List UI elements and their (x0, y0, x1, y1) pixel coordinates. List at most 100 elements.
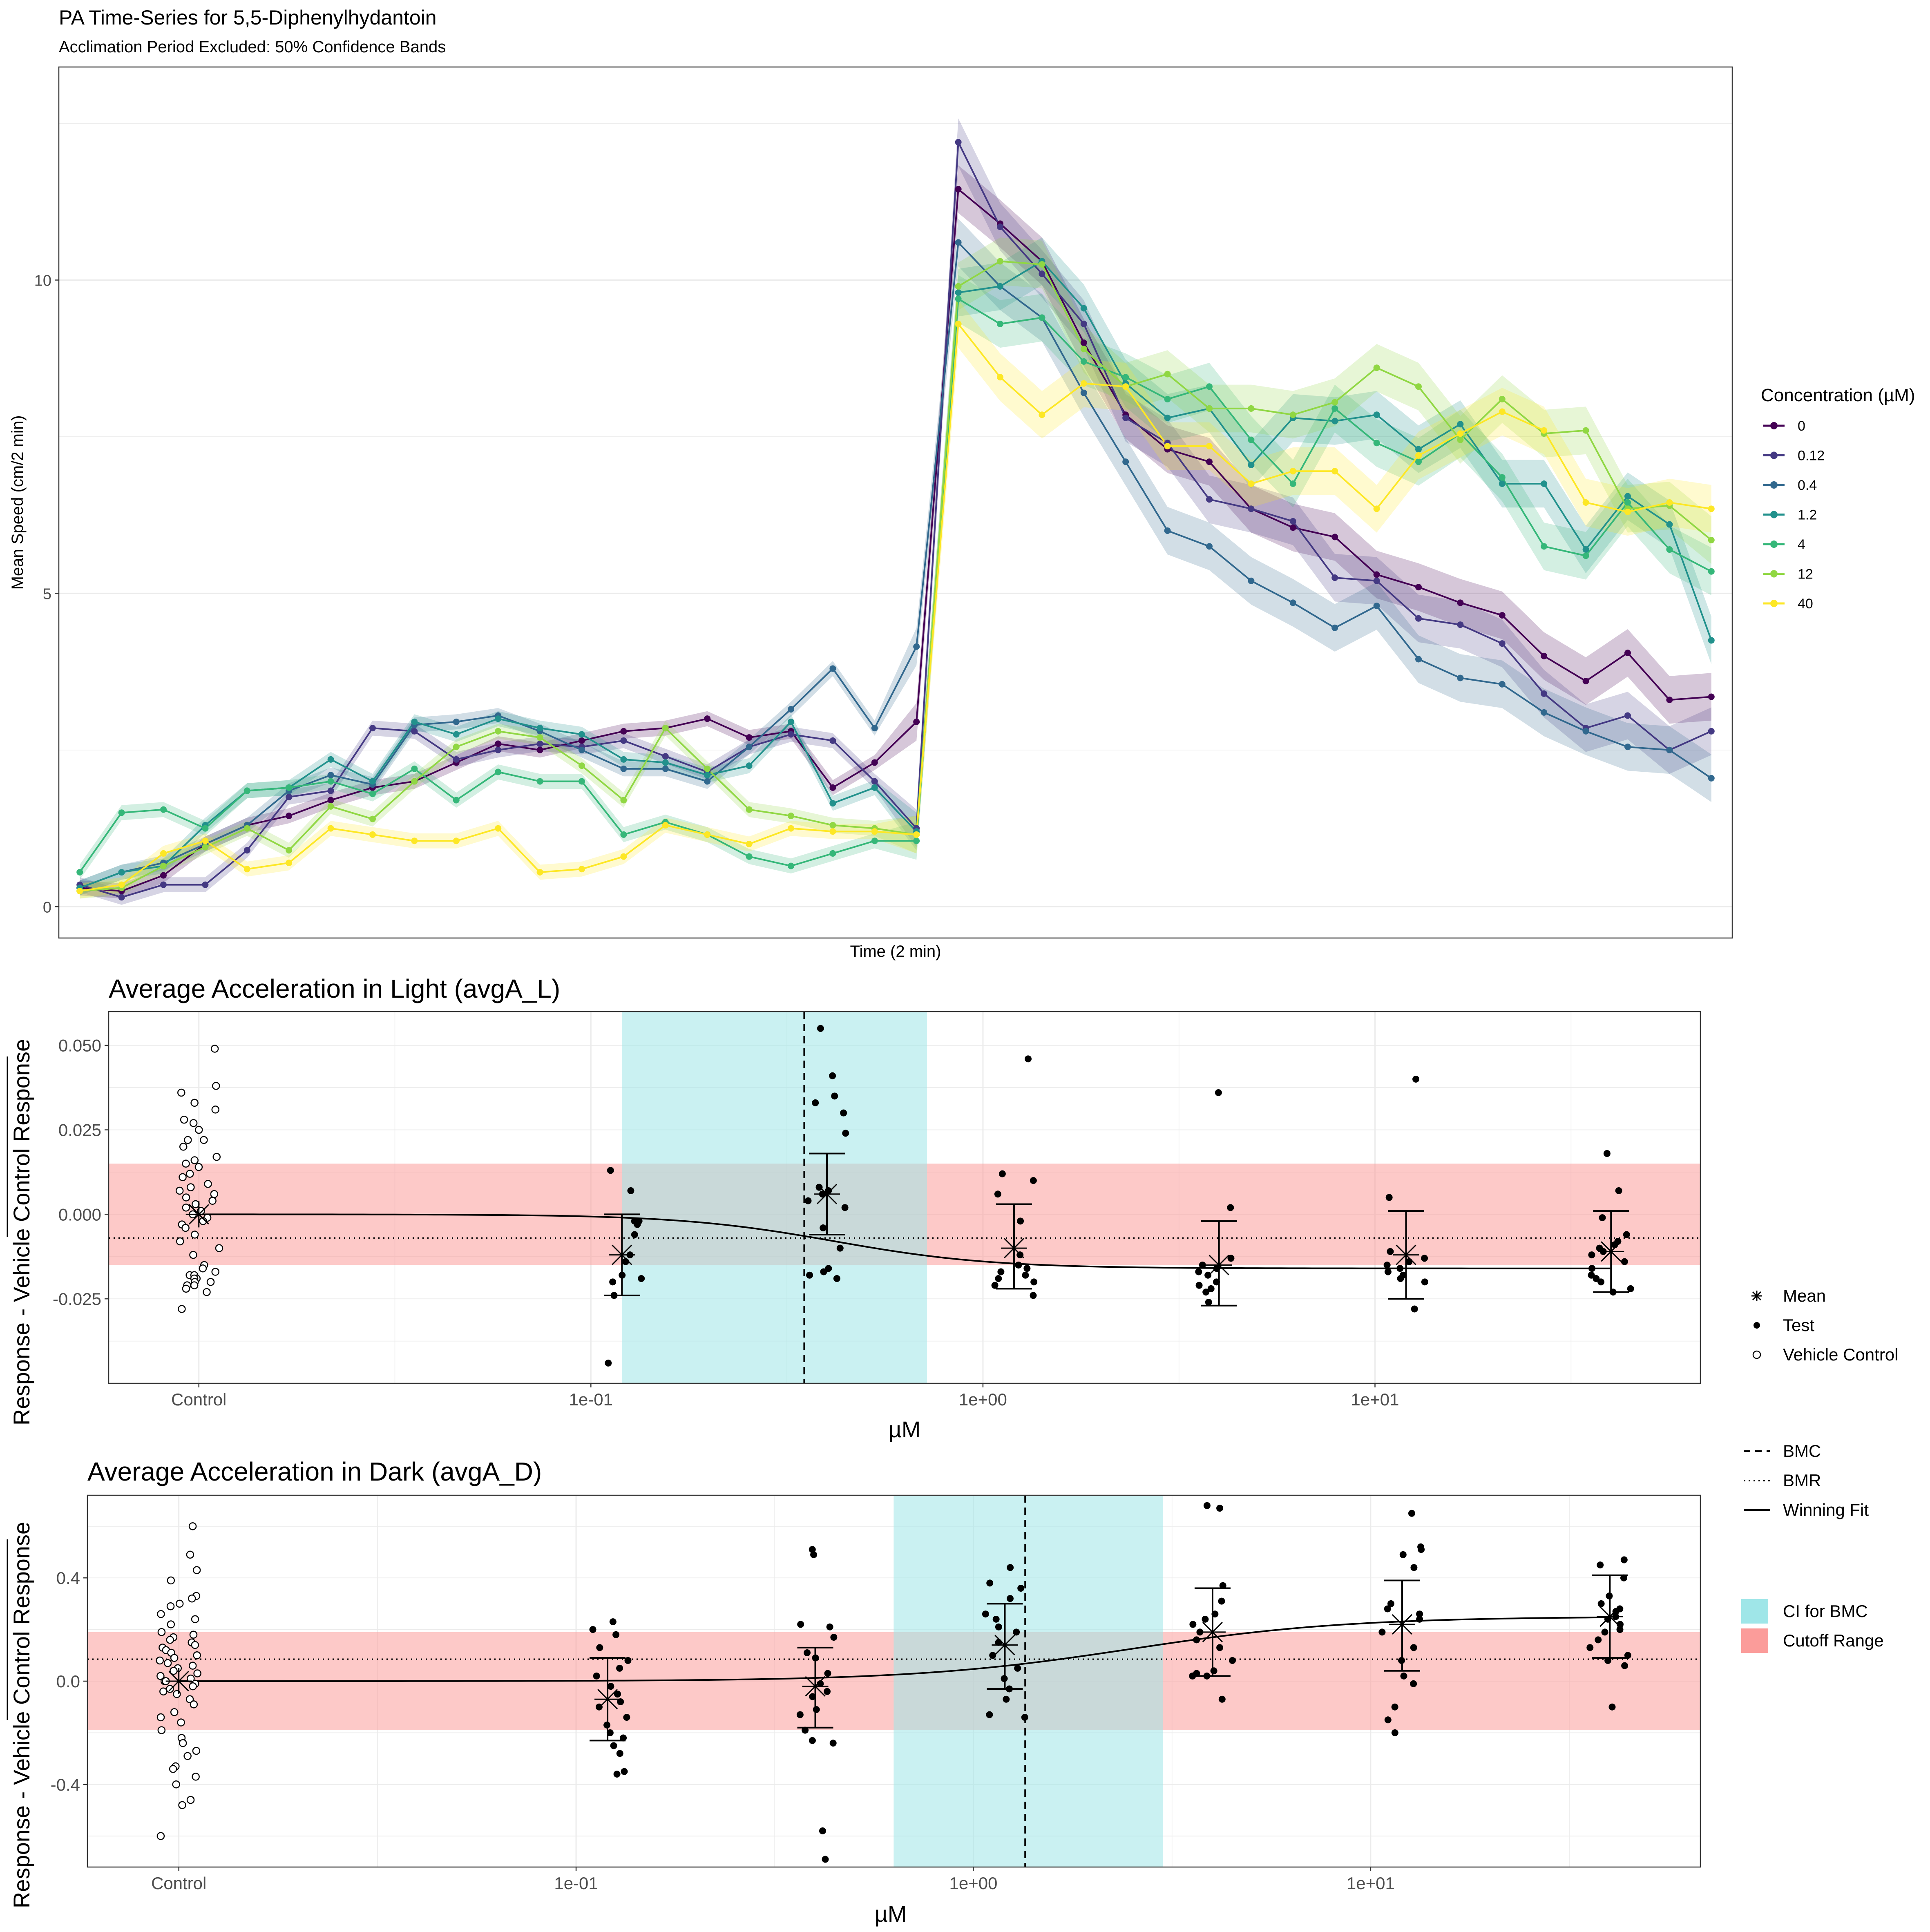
series-point-1.2 (955, 289, 962, 296)
dark-x-axis-label: µM (875, 1901, 907, 1927)
series-point-4 (620, 831, 627, 838)
timeseries-panel: PA Time-Series for 5,5-Diphenylhydantoin… (9, 6, 1915, 960)
series-point-40 (871, 828, 878, 835)
p2-test-point (1599, 1214, 1606, 1222)
p2-mean-marker (609, 1242, 635, 1268)
series-point-0 (1331, 534, 1338, 541)
series-point-1.2 (1080, 305, 1087, 312)
p2-test-point (1227, 1204, 1234, 1211)
series-point-0.4 (579, 746, 585, 753)
p3-vehicle-control-point (187, 1674, 195, 1683)
p3-test-point (1620, 1574, 1627, 1581)
series-point-0.4 (1164, 527, 1171, 534)
p3-test-point (826, 1623, 833, 1630)
p3-vehicle-control-point (185, 1695, 194, 1703)
p2-test-point (1397, 1275, 1404, 1282)
legend-cutoff-label: Cutoff Range (1783, 1631, 1884, 1650)
p3-mean-marker-stroke (1202, 1622, 1223, 1642)
legend-label-0.12: 0.12 (1798, 448, 1825, 464)
series-point-40 (829, 828, 836, 835)
series-point-1.2 (1164, 414, 1171, 421)
legend-bmr-label: BMR (1783, 1471, 1821, 1490)
series-point-0.4 (1582, 728, 1589, 735)
series-point-12 (1039, 261, 1045, 268)
p3-test-point (809, 1693, 816, 1700)
series-point-0.12 (620, 737, 627, 744)
series-point-0.4 (746, 744, 753, 750)
p3-test-point (804, 1649, 811, 1656)
series-point-0.4 (788, 706, 794, 713)
p3-vehicle-control-point (157, 1726, 166, 1734)
series-point-1.2 (495, 715, 502, 722)
p3-test-point (1608, 1703, 1616, 1711)
series-point-40 (662, 822, 669, 829)
p3-test-point (609, 1618, 617, 1626)
p2-mean-marker-stroke (1003, 1238, 1024, 1259)
p3-test-point (1017, 1585, 1025, 1592)
series-lines (79, 139, 1712, 898)
p2-test-point (1199, 1261, 1206, 1269)
p2-y-tick-label: 0.000 (58, 1205, 101, 1224)
series-point-0.4 (1541, 709, 1548, 716)
p2-vehicle-control-point (184, 1136, 192, 1144)
legend-bmc: BMC (1744, 1441, 1821, 1461)
dark-summary (165, 1574, 1628, 1742)
series-point-40 (1206, 442, 1213, 449)
series-point-0.12 (202, 881, 209, 888)
series-line-0.12 (79, 139, 1712, 898)
p3-test-point (593, 1672, 600, 1680)
series-point-4 (286, 784, 293, 791)
series-line-12 (80, 260, 1712, 892)
p2-test-point (840, 1109, 847, 1117)
dark-title: Average Acceleration in Dark (avgA_D) (87, 1457, 542, 1486)
series-point-0 (1666, 697, 1673, 704)
p3-test-point (1387, 1600, 1395, 1607)
series-point-4 (1499, 474, 1506, 481)
series-point-40 (1039, 411, 1045, 418)
p2-mean-marker (1206, 1252, 1232, 1278)
series-point-0.4 (871, 725, 878, 732)
series-point-40 (286, 859, 293, 866)
p3-test-point (796, 1711, 804, 1718)
series-point-12 (1206, 405, 1213, 412)
series-line-4 (79, 297, 1712, 873)
p2-vehicle-control-point (192, 1200, 200, 1208)
series-point-0.4 (1415, 656, 1422, 663)
series-point-0 (1373, 571, 1380, 578)
series-point-0.12 (662, 753, 669, 760)
p2-test-point (1603, 1150, 1611, 1157)
light-y-axis-label-text: Response - Vehicle Control Response (9, 1039, 34, 1425)
series-point-0.12 (1289, 518, 1296, 525)
series-point-0.12 (411, 728, 418, 735)
legend-point-4 (1770, 541, 1778, 548)
p2-vehicle-control-point (190, 1156, 199, 1164)
p3-test-point (1021, 1713, 1028, 1721)
p3-x-tick-label: Control (151, 1874, 206, 1893)
p2-test-point (1207, 1285, 1215, 1292)
legend-vehicle-label: Vehicle Control (1783, 1345, 1899, 1364)
p2-vehicle-control-point (190, 1099, 199, 1107)
series-point-4 (1582, 552, 1589, 559)
legend-label-12: 12 (1798, 567, 1813, 582)
series-point-12 (662, 725, 669, 732)
p2-vehicle-control-point (190, 1281, 199, 1289)
p3-test-point (607, 1683, 614, 1690)
p2-test-point (1588, 1265, 1596, 1272)
p2-test-point (1411, 1305, 1418, 1313)
p2-mean-marker-stroke (1396, 1244, 1416, 1265)
p2-test-point (607, 1167, 614, 1174)
p2-test-point (1627, 1285, 1634, 1292)
p2-vehicle-control-point (189, 1119, 198, 1127)
series-point-12 (202, 844, 209, 851)
series-point-0.4 (662, 765, 669, 772)
series-point-0.12 (1415, 615, 1422, 622)
p3-vehicle-control-point (170, 1654, 179, 1662)
series-point-12 (327, 803, 334, 810)
series-point-0.12 (1708, 728, 1715, 735)
p2-mean-marker (1001, 1235, 1027, 1262)
p2-winning-fit-line (199, 1213, 1611, 1269)
series-point-4 (76, 869, 83, 876)
p2-test-point (1023, 1265, 1031, 1272)
light-fills (109, 1012, 1700, 1383)
